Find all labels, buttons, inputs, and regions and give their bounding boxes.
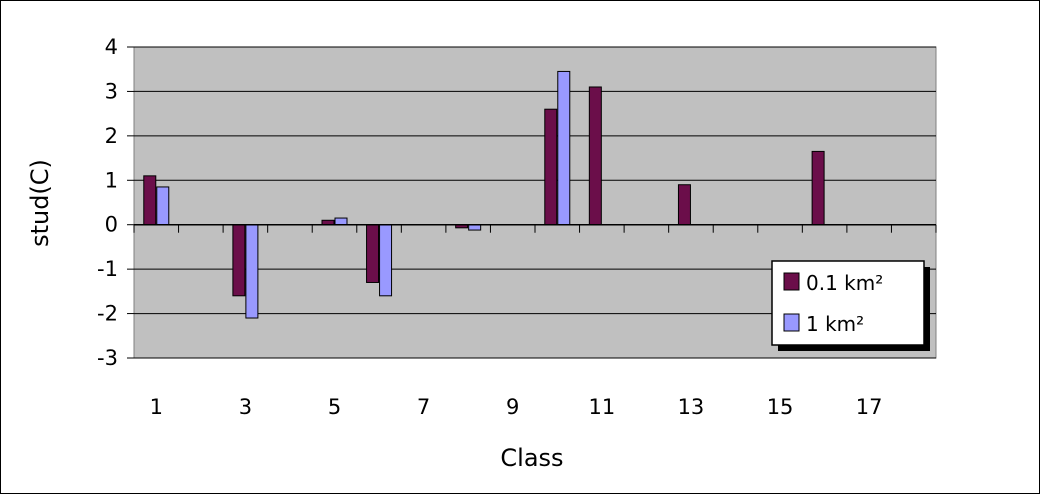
bar-series1-class3 <box>245 224 259 319</box>
bar-series1-class8 <box>468 224 482 231</box>
legend-swatch-1km2 <box>783 313 800 332</box>
y-tick-label: -1 <box>97 257 118 281</box>
bar-series0-class1 <box>143 175 157 226</box>
legend-label-1km2: 1 km² <box>806 312 864 336</box>
x-tick-label: 5 <box>328 395 341 419</box>
bar-series0-class3 <box>232 224 246 297</box>
bar-series1-class10 <box>557 70 571 226</box>
x-tick-label: 17 <box>856 395 883 419</box>
y-tick-label: -2 <box>97 302 118 326</box>
x-tick-label: 15 <box>767 395 794 419</box>
x-axis-title: Class <box>500 444 563 472</box>
y-axis-title: stud(C) <box>26 159 54 247</box>
legend-swatch-0.1km2 <box>783 272 800 291</box>
legend: 0.1 km² 1 km² <box>771 260 930 351</box>
x-tick-label: 3 <box>239 395 252 419</box>
bar-series0-class13 <box>677 184 691 226</box>
legend-label-0.1km2: 0.1 km² <box>806 271 883 295</box>
bar-series1-class1 <box>156 186 170 226</box>
y-tick-label: 3 <box>105 79 118 103</box>
bar-series1-class6 <box>379 224 393 297</box>
x-tick-label: 7 <box>417 395 430 419</box>
bars <box>143 70 825 319</box>
y-tick-label: 0 <box>105 213 118 237</box>
bar-series0-class16 <box>811 150 825 226</box>
x-tick-label: 11 <box>588 395 615 419</box>
y-tick-label: -3 <box>97 346 118 370</box>
y-tick-label: 2 <box>105 124 118 148</box>
bar-series0-class6 <box>366 224 380 283</box>
x-tick-label: 9 <box>506 395 519 419</box>
x-tick-label: 1 <box>150 395 163 419</box>
x-tick-label: 13 <box>678 395 705 419</box>
x-axis-ticks <box>133 224 937 233</box>
y-axis-tick-labels: 4 3 2 1 0 -1 -2 -3 <box>97 35 118 370</box>
bar-series0-class10 <box>544 108 558 226</box>
x-axis-tick-labels: 1 3 5 7 9 11 13 15 17 <box>150 395 883 419</box>
y-tick-label: 1 <box>105 168 118 192</box>
bar-series1-class5 <box>334 217 348 226</box>
bar-series0-class11 <box>588 86 602 226</box>
y-tick-label: 4 <box>105 35 118 59</box>
